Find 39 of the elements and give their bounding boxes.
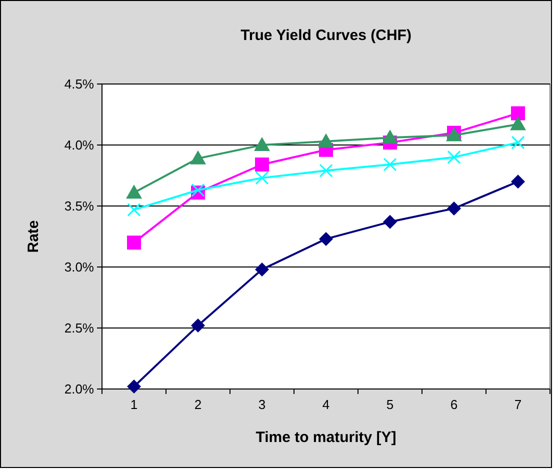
point [127, 202, 141, 216]
x-tick-label: 6 [450, 397, 458, 412]
y-tick-label: 2.0% [64, 382, 94, 397]
y-tick-label: 2.5% [64, 320, 94, 336]
point [254, 137, 270, 151]
point [127, 380, 141, 394]
point [190, 150, 206, 164]
point [511, 136, 525, 150]
point [447, 201, 461, 216]
point [255, 158, 269, 172]
point [191, 183, 205, 197]
point [127, 236, 141, 250]
point [511, 106, 525, 120]
x-tick-label: 4 [322, 397, 330, 412]
point [382, 130, 398, 144]
point [510, 116, 526, 130]
x-tick-label: 2 [194, 397, 202, 412]
y-axis-title: Rate [25, 220, 42, 253]
point [318, 133, 334, 148]
point [319, 232, 333, 246]
point [255, 262, 269, 276]
y-tick-label: 3.5% [64, 198, 94, 214]
x-tick-label: 1 [130, 397, 138, 412]
point [319, 164, 333, 178]
x-tick-label: 7 [514, 397, 522, 412]
point [447, 150, 461, 164]
x-tick-label: 3 [258, 397, 266, 412]
point [255, 171, 269, 185]
x-tick-label: 5 [386, 397, 394, 412]
point [191, 318, 205, 333]
x-axis-title: Time to maturity [Y] [256, 429, 396, 446]
point [126, 184, 142, 199]
y-tick-label: 4.5% [64, 76, 94, 92]
y-tick-label: 3.0% [64, 260, 94, 275]
y-tick-label: 4.0% [64, 138, 94, 153]
chart-title: True Yield Curves (CHF) [240, 27, 412, 44]
point [383, 158, 397, 172]
point [383, 214, 397, 229]
point [511, 174, 525, 189]
